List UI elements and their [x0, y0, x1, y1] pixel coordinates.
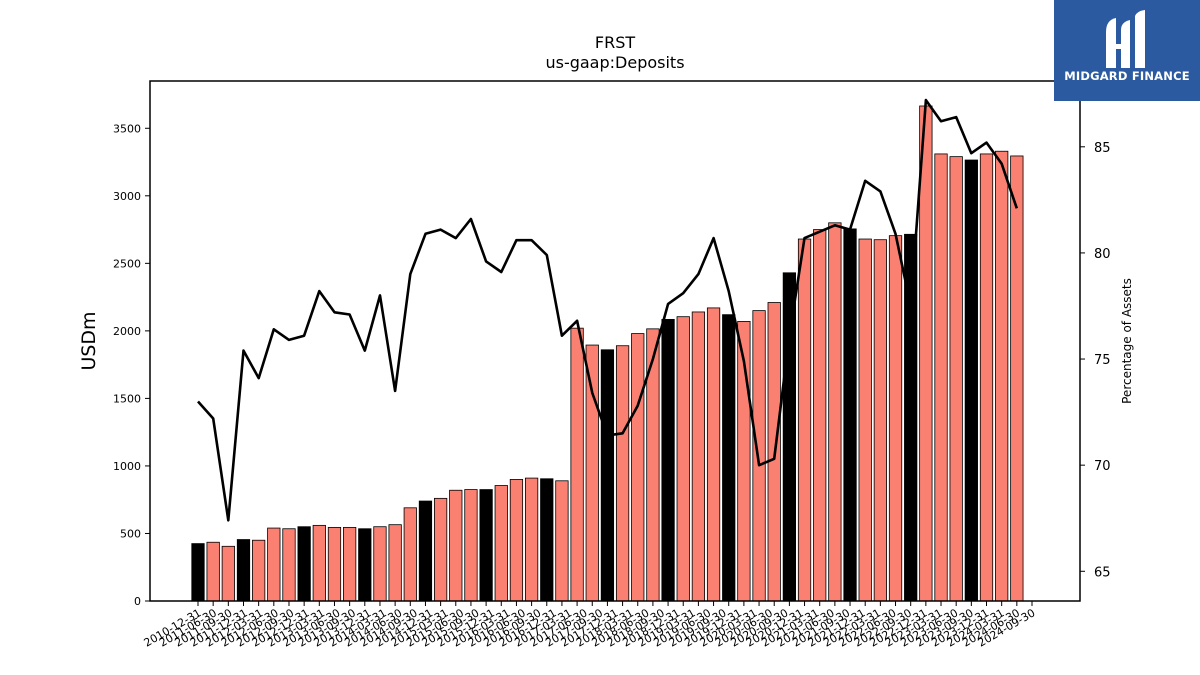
bar: [509, 479, 524, 602]
bar: [403, 507, 417, 602]
bar: [388, 524, 402, 602]
bar: [979, 153, 994, 602]
bar: [373, 526, 387, 602]
bar: [494, 485, 508, 602]
bar: [267, 527, 281, 602]
line-series-percentage-of-assets: [197, 98, 1019, 522]
bar: [797, 238, 812, 602]
bar: [236, 539, 251, 602]
bar: [191, 543, 205, 602]
y2-tick-label: 85: [1094, 141, 1111, 156]
x-axis: 2010-12-312011-06-302011-09-302011-12-31…: [142, 601, 1038, 650]
bar: [631, 333, 645, 602]
bar: [661, 318, 675, 602]
bar: [479, 489, 493, 602]
y-tick-label: 2500: [113, 257, 141, 270]
bar: [888, 235, 903, 602]
bar: [934, 153, 948, 602]
bar: [449, 489, 463, 602]
bar: [570, 327, 584, 602]
bar: [343, 526, 357, 602]
brand-name: MIDGARD FINANCE: [1064, 69, 1190, 83]
line-percentage-of-assets: [197, 98, 1019, 522]
y2-tick-label: 65: [1094, 565, 1111, 580]
y-tick-label: 3000: [113, 190, 141, 203]
bar: [615, 345, 630, 602]
bar: [555, 480, 569, 602]
y-tick-label: 0: [134, 595, 141, 608]
midgard-logo-icon: [1106, 10, 1145, 68]
bar: [722, 314, 736, 602]
bar: [206, 541, 220, 602]
bar-series-deposits: [191, 105, 1024, 602]
bar: [297, 526, 311, 602]
y-tick-label: 1500: [113, 392, 141, 405]
y-axis-left: 0 500 1000 1500 2000 2500 3000 3500: [113, 122, 150, 608]
bar: [676, 316, 690, 602]
y-tick-label: 1000: [113, 460, 141, 473]
bar: [782, 272, 796, 602]
bar: [752, 310, 766, 602]
y-tick-label: 500: [120, 527, 141, 540]
bar: [828, 222, 842, 602]
y2-tick-label: 80: [1094, 247, 1111, 262]
bar: [327, 526, 342, 602]
plot-border: [149, 80, 1081, 602]
bar: [358, 528, 372, 602]
bar: [858, 238, 872, 602]
bar: [873, 239, 887, 602]
bar: [252, 539, 266, 602]
bar: [691, 311, 706, 602]
y-tick-label: 3500: [113, 122, 141, 135]
bar: [813, 229, 827, 602]
bar: [585, 344, 599, 602]
bar: [540, 478, 554, 602]
bar: [995, 150, 1009, 602]
bar: [706, 307, 721, 602]
y2-tick-label: 70: [1094, 459, 1111, 474]
chart-subtitle: us-gaap:Deposits: [545, 53, 684, 72]
y-tick-label: 2000: [113, 325, 141, 338]
bar: [1010, 155, 1024, 602]
chart-title: FRST: [595, 33, 635, 52]
y-axis-label: USDm: [78, 311, 100, 370]
bar: [843, 228, 857, 602]
bar: [221, 545, 235, 602]
bar: [919, 105, 933, 602]
bar: [312, 524, 326, 602]
y2-tick-label: 75: [1094, 353, 1111, 368]
bar: [418, 500, 433, 602]
bar: [964, 159, 978, 602]
bar: [949, 156, 963, 602]
brand-logo: MIDGARD FINANCE: [1054, 0, 1200, 101]
plot-frame: [149, 80, 1081, 602]
bar: [524, 477, 539, 602]
bar: [464, 489, 478, 602]
bar: [600, 349, 615, 602]
bar: [434, 497, 448, 602]
y-axis-right: 65 70 75 80 85: [1080, 141, 1111, 580]
bar: [282, 528, 296, 602]
y2-axis-label: Percentage of Assets: [1120, 278, 1134, 404]
